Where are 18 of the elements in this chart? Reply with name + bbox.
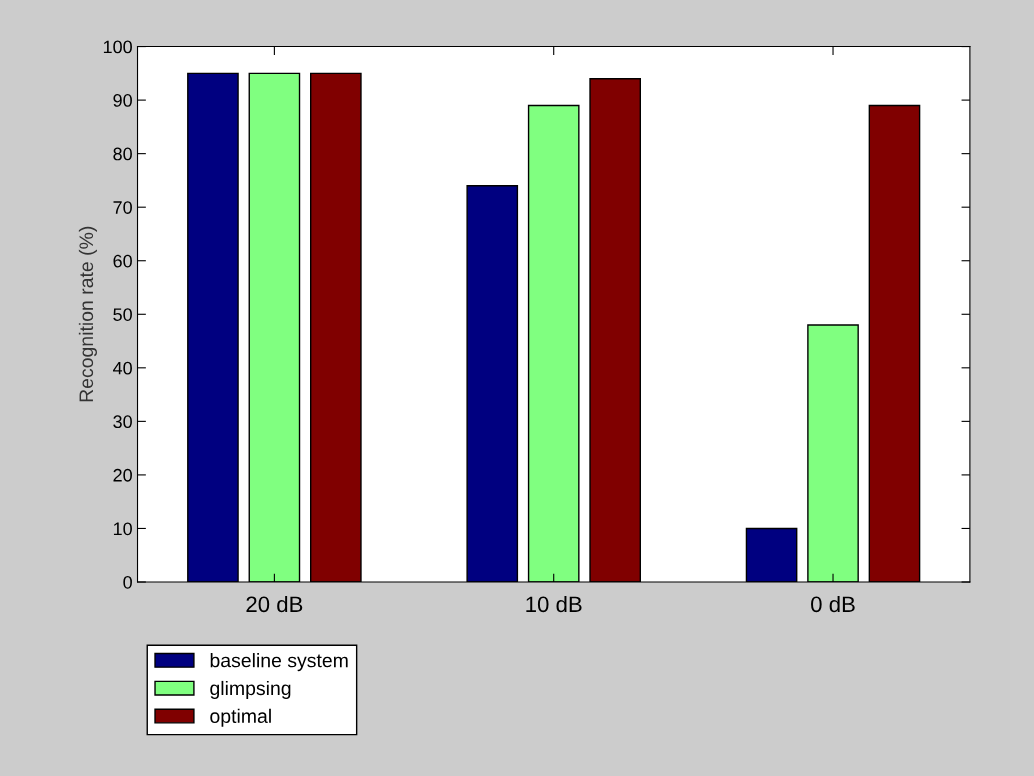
y-tick-label: 30 (113, 415, 132, 429)
y-tick-label: 80 (113, 147, 132, 161)
x-tick-label: 10 dB (526, 595, 582, 613)
y-axis-title: Recognition rate (%) (78, 226, 97, 402)
legend-label: glimpsing (210, 680, 291, 700)
x-tick-label: 0 dB (811, 595, 855, 613)
y-tick-label: 70 (113, 201, 132, 214)
x-tick-label: 20 dB (246, 595, 303, 613)
y-tick-label: 90 (113, 94, 132, 107)
y-tick-label: 50 (113, 308, 132, 321)
y-tick-label: 60 (113, 254, 132, 268)
y-tick-label: 10 (113, 522, 132, 536)
y-tick-label: 0 (123, 575, 132, 589)
y-tick-label: 20 (113, 468, 132, 482)
y-tick-label: 40 (112, 361, 132, 375)
y-tick-label: 100 (103, 40, 132, 54)
legend-label: optimal (210, 708, 271, 727)
legend-label: baseline system (210, 653, 348, 672)
